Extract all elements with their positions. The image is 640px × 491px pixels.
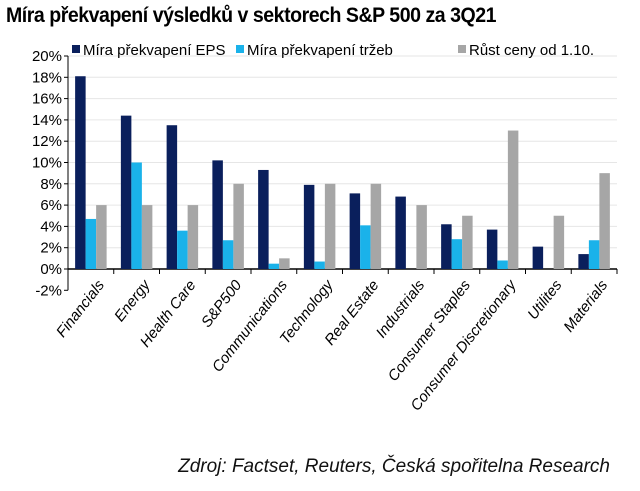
bar-3 <box>553 215 565 269</box>
y-tick-label: 6% <box>40 197 62 214</box>
y-tick-label: 12% <box>32 133 62 150</box>
legend-swatch <box>236 45 244 53</box>
bar-1 <box>395 196 406 269</box>
y-tick-label: 2% <box>40 240 62 257</box>
bar-1 <box>258 169 269 269</box>
x-tick-label: Consumer Staples <box>385 277 475 385</box>
source-note: Zdroj: Factset, Reuters, Česká spořiteln… <box>178 456 610 477</box>
bar-2 <box>268 263 280 269</box>
bar-3 <box>416 205 427 269</box>
x-tick-label: Materials <box>560 277 611 336</box>
x-tick-label: Energy <box>111 276 155 325</box>
legend-swatch <box>458 45 466 53</box>
y-tick-label: 4% <box>40 218 62 235</box>
y-tick-label: 14% <box>32 112 62 129</box>
bar-1 <box>532 246 544 269</box>
bar-1 <box>75 76 86 269</box>
bar-1 <box>120 115 132 269</box>
bar-3 <box>279 258 290 269</box>
bar-2 <box>497 260 508 269</box>
bar-1 <box>441 224 452 269</box>
bar-1 <box>166 125 178 269</box>
bar-3 <box>233 183 244 269</box>
bar-3 <box>187 205 199 269</box>
bar-1 <box>303 184 315 269</box>
y-tick-label: 18% <box>32 69 62 86</box>
legend-swatch <box>72 45 80 53</box>
legend-label: Míra překvapení tržeb <box>247 42 393 59</box>
bar-3 <box>141 205 153 269</box>
y-tick-label: 10% <box>32 155 62 172</box>
y-tick-label: 16% <box>32 91 62 108</box>
bar-2 <box>222 240 234 269</box>
bar-2 <box>451 239 463 269</box>
bar-2 <box>314 261 325 269</box>
x-tick-label: Utilites <box>524 277 565 323</box>
bar-1 <box>349 193 361 269</box>
bar-1 <box>578 254 589 269</box>
bar-2 <box>177 230 188 269</box>
x-tick-label: S&P500 <box>198 276 246 330</box>
bar-3 <box>599 173 610 269</box>
bar-2 <box>131 162 142 269</box>
y-tick-label: 20% <box>32 48 62 65</box>
bar-1 <box>212 160 223 269</box>
bar-3 <box>462 215 473 269</box>
bar-2 <box>588 240 600 269</box>
y-tick-label: 8% <box>40 176 62 193</box>
bar-3 <box>507 130 519 269</box>
bar-2 <box>85 218 97 269</box>
legend-label: Míra překvapení EPS <box>83 42 226 59</box>
bar-3 <box>370 183 382 269</box>
bar-2 <box>360 225 371 269</box>
chart-title: Míra překvapení výsledků v sektorech S&P… <box>6 4 497 27</box>
legend-label: Růst ceny od 1.10. <box>469 42 594 59</box>
y-tick-label: -2% <box>35 282 62 299</box>
bar-3 <box>324 183 336 269</box>
y-tick-label: 0% <box>40 261 62 278</box>
bar-1 <box>486 229 498 269</box>
bar-3 <box>96 205 107 269</box>
